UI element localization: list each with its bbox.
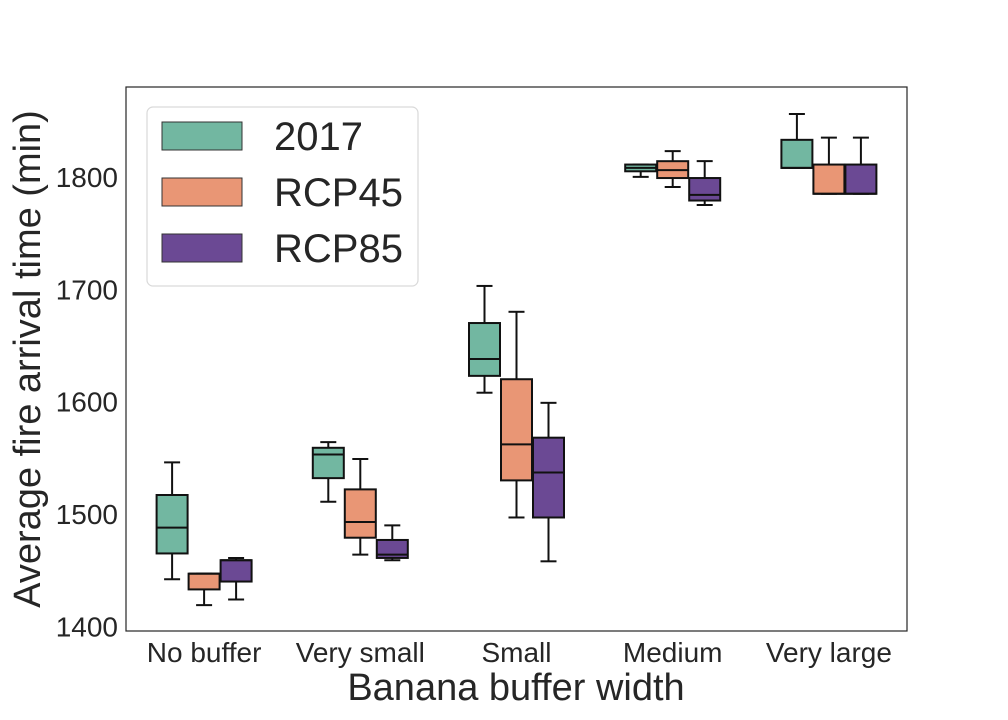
box-iqr	[532, 436, 565, 519]
legend-swatch-rcp45	[161, 177, 243, 207]
x-axis-ticks: No buffer Very small Small Medium Very large	[147, 637, 892, 668]
y-tick-label: 1700	[56, 274, 118, 305]
box-rcp45-0	[187, 572, 221, 607]
y-tick-label: 1500	[56, 499, 118, 530]
box-rcp85-0	[219, 556, 253, 601]
x-tick-label: No buffer	[147, 637, 262, 668]
x-tick-label: Medium	[623, 637, 723, 668]
box-iqr	[187, 572, 221, 591]
box-iqr	[688, 177, 722, 202]
box-rcp45-2	[500, 310, 533, 519]
legend: 2017 RCP45 RCP85	[146, 106, 419, 287]
box-iqr	[780, 138, 814, 169]
series-rcp45	[187, 136, 846, 607]
box-2017-4	[780, 112, 814, 169]
y-axis-title: Average fire arrival time (min)	[7, 110, 49, 608]
box-iqr	[844, 163, 878, 195]
y-axis-ticks: 1400 1500 1600 1700 1800	[56, 162, 118, 643]
box-iqr	[375, 538, 409, 559]
box-rcp85-3	[688, 160, 722, 207]
box-iqr	[468, 322, 501, 377]
y-tick-label: 1400	[56, 612, 118, 643]
box-2017-1	[311, 441, 345, 503]
series-2017	[155, 112, 814, 581]
box-2017-3	[624, 163, 658, 178]
boxes-layer	[155, 112, 878, 607]
x-tick-label: Small	[481, 637, 551, 668]
box-iqr	[311, 446, 345, 480]
box-rcp85-2	[532, 401, 565, 563]
legend-swatch-rcp85	[161, 233, 243, 263]
x-tick-label: Very large	[766, 637, 892, 668]
legend-swatch-2017	[161, 121, 243, 151]
box-rcp45-3	[656, 150, 690, 189]
y-tick-label: 1800	[56, 162, 118, 193]
box-2017-0	[155, 461, 189, 581]
box-iqr	[812, 163, 846, 195]
box-rcp45-1	[343, 458, 377, 556]
box-iqr	[500, 378, 533, 482]
series-rcp85	[219, 136, 878, 601]
legend-label-rcp85: RCP85	[274, 227, 403, 271]
legend-label-2017: 2017	[274, 115, 363, 159]
box-iqr	[343, 488, 377, 539]
y-tick-label: 1600	[56, 387, 118, 418]
box-iqr	[155, 494, 189, 555]
box-2017-2	[468, 284, 501, 394]
box-rcp45-4	[812, 136, 846, 195]
box-rcp85-4	[844, 136, 878, 195]
box-iqr	[219, 559, 253, 583]
legend-label-rcp45: RCP45	[274, 171, 403, 215]
plot-frame	[125, 86, 908, 632]
x-axis-title: Banana buffer width	[347, 667, 684, 709]
x-tick-label: Very small	[296, 637, 425, 668]
box-rcp85-1	[375, 524, 409, 562]
